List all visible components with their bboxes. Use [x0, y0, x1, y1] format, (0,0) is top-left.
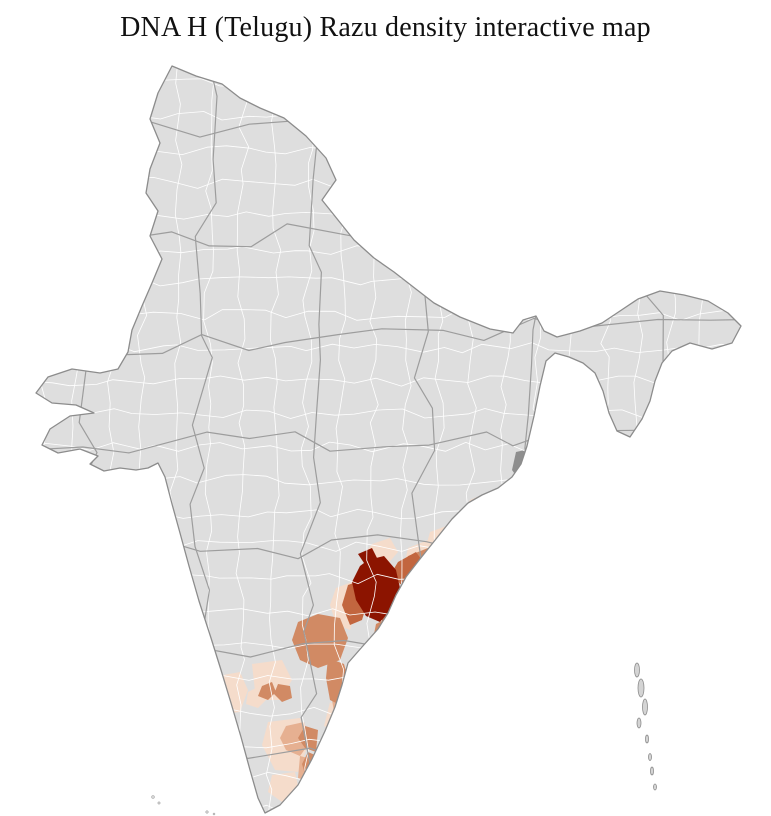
boundary-line: [36, 375, 741, 387]
district-shape[interactable]: [298, 726, 318, 752]
district-shape[interactable]: [512, 448, 542, 484]
island-shape[interactable]: [645, 734, 649, 744]
boundary-line: [596, 66, 611, 813]
district-shape[interactable]: [358, 548, 378, 566]
boundary-line: [661, 66, 678, 813]
page-title: DNA H (Telugu) Razu density interactive …: [120, 12, 651, 43]
boundary-line: [36, 408, 741, 420]
island-shape[interactable]: [634, 662, 640, 678]
boundary-line: [36, 243, 741, 255]
island-shape[interactable]: [636, 717, 642, 729]
boundary-line: [233, 66, 250, 813]
boundary-line: [36, 111, 741, 123]
boundary-line: [36, 730, 740, 771]
india-landmass: [36, 66, 741, 813]
boundary-line: [629, 66, 645, 813]
boundary-line: [265, 66, 282, 813]
lakshadweep-islands[interactable]: [151, 795, 216, 816]
island-shape[interactable]: [650, 766, 654, 776]
andaman-nicobar-islands[interactable]: [634, 662, 657, 791]
boundary-line: [36, 177, 741, 189]
island-shape[interactable]: [157, 801, 161, 805]
boundary-line: [36, 738, 741, 749]
boundary-line: [36, 209, 741, 248]
boundary-line: [36, 144, 741, 156]
boundary-line: [36, 771, 741, 783]
density-districts-highest: [352, 548, 400, 622]
dark-gray-district-cluster[interactable]: [512, 448, 542, 484]
boundary-line: [36, 639, 741, 651]
boundary-line: [564, 66, 579, 813]
boundary-line: [36, 422, 739, 454]
boundary-line: [299, 66, 328, 806]
boundary-line: [36, 210, 741, 222]
island-shape[interactable]: [205, 810, 209, 814]
boundary-line: [36, 317, 741, 356]
district-shape[interactable]: [258, 682, 276, 700]
boundary-line: [529, 66, 544, 813]
boundary-line: [36, 309, 741, 321]
boundary-line: [695, 66, 711, 813]
island-shape[interactable]: [648, 753, 652, 761]
boundary-line: [36, 105, 741, 142]
island-shape[interactable]: [653, 783, 657, 791]
island-shape[interactable]: [212, 812, 216, 816]
boundary-line: [36, 804, 741, 813]
boundary-line: [520, 66, 556, 813]
boundary-line: [36, 78, 741, 90]
island-shape[interactable]: [642, 698, 648, 716]
island-shape[interactable]: [637, 678, 645, 698]
district-shape[interactable]: [274, 684, 292, 702]
district-shape[interactable]: [352, 556, 400, 622]
island-shape[interactable]: [151, 795, 155, 799]
boundary-line: [36, 630, 741, 662]
boundary-line: [36, 342, 741, 354]
boundary-line: [36, 705, 741, 717]
boundary-line: [728, 66, 741, 813]
